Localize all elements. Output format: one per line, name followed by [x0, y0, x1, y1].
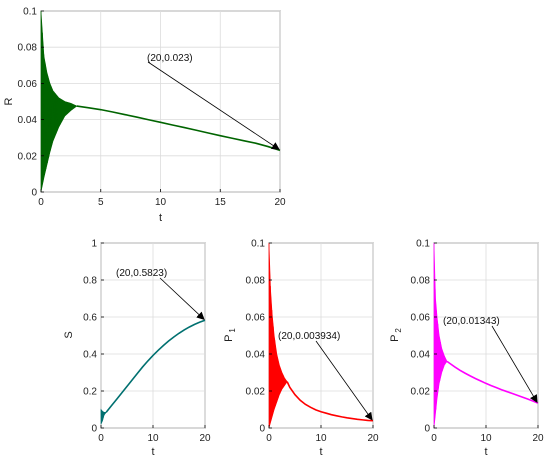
y-axis-label-r: R: [3, 97, 15, 105]
y-tick-label-r-1: 0.02: [18, 151, 38, 162]
series-p1: [268, 242, 374, 429]
y-tick-label-p1-1: 0.02: [246, 387, 266, 398]
oscillation-trace-p2: [433, 242, 448, 422]
y-tick-label-p2-0: 0: [424, 424, 430, 435]
x-tick-label-p1-0: 0: [266, 433, 272, 444]
y-axis-label-p1: P1: [223, 328, 237, 342]
x-tick-label-r-4: 20: [274, 197, 286, 208]
annotation-label-r: (20,0.023): [147, 53, 193, 64]
annotation-p2: (20,0.01343): [443, 316, 538, 404]
y-tick-label-p2-1: 0.02: [411, 387, 431, 398]
x-tick-label-r-3: 15: [215, 197, 227, 208]
y-tick-label-p2-3: 0.06: [411, 313, 431, 324]
ticks-p1: 0 10 20 0 0.02 0.04 0.06 0.08 0.1: [246, 239, 379, 445]
panel-s: 0 10 20 0 0.2 0.4 0.6 0.8 1 (20,0.5823) t S: [63, 239, 211, 459]
y-axis-label-p2-sub: 2: [394, 328, 403, 333]
y-tick-label-p2-2: 0.04: [411, 350, 431, 361]
panel-p2: 0 10 20 0 0.02 0.04 0.06 0.08 0.1 (20,0.01343) t…: [389, 239, 544, 459]
series-s: [100, 319, 206, 425]
y-tick-label-s-0: 0: [91, 424, 97, 435]
x-tick-label-p1-1: 10: [315, 433, 327, 444]
oscillation-trace-p1: [268, 242, 288, 426]
y-tick-label-r-0: 0: [31, 188, 37, 199]
oscillation-trace-s: [100, 409, 107, 424]
ticks-r: 0 5 10 15 20 0 0.02 0.04 0.06 0.08 0.1: [18, 7, 286, 209]
y-tick-label-s-1: 0.2: [83, 387, 97, 398]
y-tick-label-s-3: 0.6: [83, 313, 97, 324]
annotation-s: (20,0.5823): [116, 268, 205, 320]
y-axis-label-p1-main: P: [223, 335, 235, 342]
ticks-p2: 0 10 20 0 0.02 0.04 0.06 0.08 0.1: [411, 239, 544, 445]
y-tick-label-p1-5: 0.1: [251, 239, 265, 250]
series-line-p2: [446, 360, 539, 404]
y-axis-label-s: S: [63, 331, 75, 338]
grid-s: [100, 242, 206, 429]
series-line-r: [76, 105, 281, 152]
annotation-label-p2: (20,0.01343): [443, 316, 500, 327]
x-tick-label-r-2: 10: [155, 197, 167, 208]
y-tick-label-r-3: 0.06: [18, 79, 38, 90]
y-tick-label-s-4: 0.8: [83, 276, 97, 287]
x-tick-label-p1-2: 20: [367, 433, 379, 444]
y-tick-label-s-5: 1: [91, 239, 97, 250]
x-axis-label-p2: t: [484, 446, 487, 458]
y-tick-label-p1-0: 0: [259, 424, 265, 435]
x-tick-label-p2-0: 0: [431, 433, 437, 444]
series-r: [40, 10, 281, 193]
x-axis-label-p1: t: [319, 446, 322, 458]
x-tick-label-s-0: 0: [98, 433, 104, 444]
annotation-p1: (20,0.003934): [278, 331, 373, 421]
x-tick-label-r-0: 0: [38, 197, 44, 208]
x-tick-label-p2-2: 20: [532, 433, 544, 444]
annotation-arrow-s: [159, 277, 205, 320]
y-tick-label-p2-5: 0.1: [416, 239, 430, 250]
x-axis-label-r: t: [159, 212, 162, 224]
y-tick-label-p2-4: 0.08: [411, 276, 431, 287]
y-axis-label-p2-main: P: [389, 335, 401, 342]
y-tick-label-p1-2: 0.04: [246, 350, 266, 361]
annotation-label-s: (20,0.5823): [116, 268, 167, 279]
annotation-arrow-r: [147, 61, 280, 150]
y-tick-label-p1-3: 0.06: [246, 313, 266, 324]
y-tick-label-s-2: 0.4: [83, 350, 97, 361]
y-axis-label-p2: P2: [389, 328, 403, 342]
annotation-arrow-p2: [491, 325, 538, 404]
annotation-arrow-p1: [315, 340, 373, 421]
annotation-label-p1: (20,0.003934): [278, 331, 340, 342]
y-tick-label-r-2: 0.04: [18, 115, 38, 126]
y-tick-label-r-4: 0.08: [18, 43, 38, 54]
ticks-s: 0 10 20 0 0.2 0.4 0.6 0.8 1: [83, 239, 211, 445]
series-line-p1: [286, 381, 374, 422]
x-tick-label-p2-1: 10: [480, 433, 492, 444]
x-axis-label-s: t: [151, 446, 154, 458]
x-tick-label-r-1: 5: [98, 197, 104, 208]
y-axis-label-p1-sub: 1: [228, 328, 237, 333]
x-tick-label-s-2: 20: [199, 433, 211, 444]
series-line-s: [105, 319, 206, 413]
x-tick-label-s-1: 10: [147, 433, 159, 444]
annotation-r: (20,0.023): [147, 53, 280, 150]
y-tick-label-p1-4: 0.08: [246, 276, 266, 287]
y-tick-label-r-5: 0.1: [23, 7, 37, 18]
oscillation-trace-r: [40, 10, 77, 189]
series-p2: [433, 242, 539, 429]
oscillation-band-r: [40, 10, 78, 193]
